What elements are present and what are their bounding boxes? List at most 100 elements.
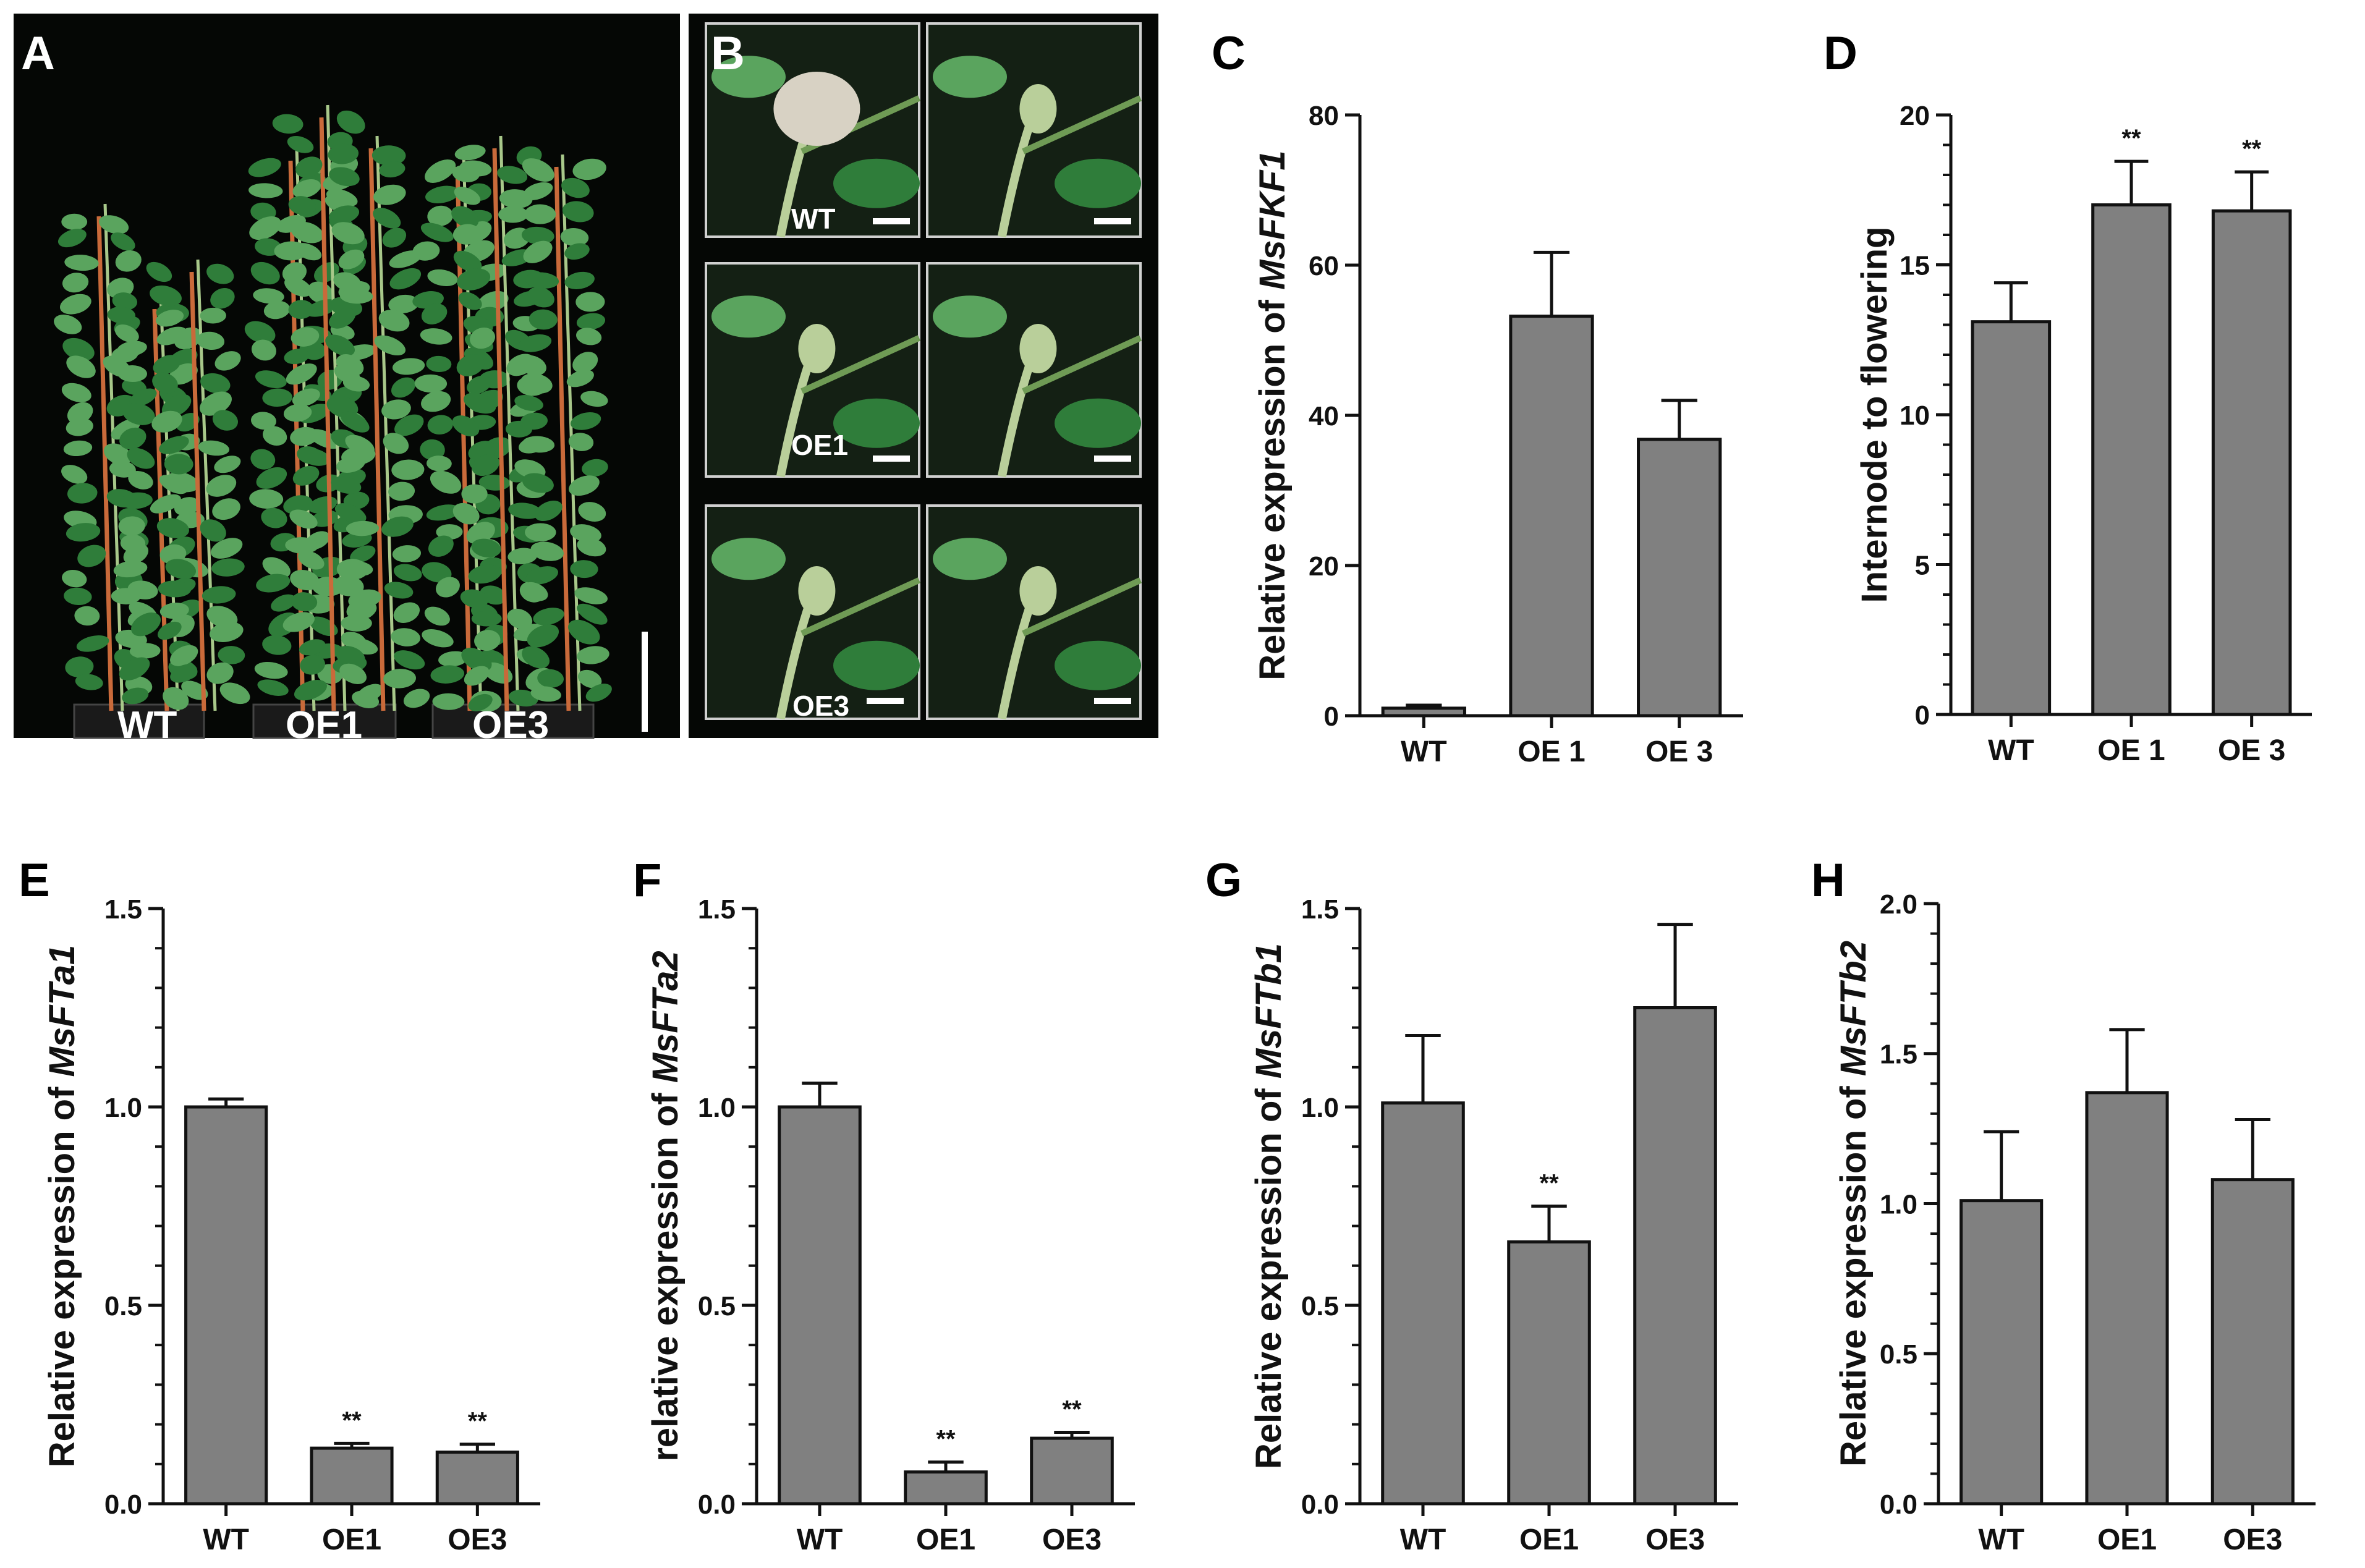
plant-leaf (384, 582, 414, 599)
plant-leaf (54, 315, 82, 334)
y-tick-label: 20 (1309, 551, 1339, 582)
bar-wt (778, 1105, 862, 1506)
plant-leaf (263, 300, 291, 320)
plant-leaf (250, 261, 280, 285)
significance-marker: ** (2242, 135, 2262, 163)
bud-leaf (711, 295, 786, 338)
plant-leaf (530, 686, 561, 702)
plant-leaf (334, 503, 367, 524)
plant-leaf (577, 669, 602, 689)
plant-leaf (294, 680, 327, 701)
plant-leaf (420, 222, 454, 242)
plant-leaf (461, 484, 488, 504)
chart-panel-f: F 0.0 0.5 1.0 1.5 WT OE1 ** OE3 ** relative expres… (633, 854, 1135, 1556)
plant-leaf (420, 439, 445, 460)
plant-leaf (508, 502, 541, 519)
plant-leaf (575, 292, 605, 312)
plant-leaf (521, 226, 554, 245)
plant-leaf (131, 612, 161, 637)
plant-leaf (62, 273, 89, 293)
plant-leaf (381, 399, 411, 420)
scale-bar (1094, 456, 1131, 462)
y-tick-label: 15 (1900, 250, 1930, 281)
plant-leaf (498, 206, 529, 223)
plant-leaf (426, 355, 452, 373)
plant-leaf (292, 388, 320, 407)
plant-leaf (328, 205, 360, 224)
plant-leaf (262, 426, 287, 446)
plant-leaf (568, 433, 594, 451)
plant-leaf (457, 268, 491, 290)
plant-leaf (537, 669, 564, 688)
bar-wt (1971, 320, 2052, 716)
plant-leaf (336, 645, 365, 667)
plant-leaf (170, 664, 197, 683)
plant-leaf (508, 689, 538, 707)
plant-leaf (328, 143, 359, 164)
plant-leaf (564, 271, 595, 289)
bud-leaf (1055, 640, 1141, 690)
y-tick-label: 1.0 (1880, 1189, 1917, 1219)
bar-oe3 (2211, 209, 2292, 716)
bud-leaf (933, 56, 1007, 98)
bud-photo-cell (705, 22, 921, 238)
plant-leaf (256, 467, 287, 489)
plant-leaf (66, 418, 93, 436)
plant-pot (252, 703, 397, 739)
plant-leaf (345, 434, 375, 456)
plant-leaf (150, 494, 181, 514)
photo-panel-b: B WT OE1 OE3 (689, 14, 1158, 738)
plant-leaf (127, 580, 158, 600)
plant-leaf (127, 447, 155, 469)
bar-wt (1381, 706, 1466, 718)
y-tick-label: 10 (1900, 400, 1930, 431)
plant-leaf (412, 241, 440, 261)
y-tick-label: 0 (1324, 701, 1339, 732)
plant-leaf (214, 456, 241, 473)
plant-leaf (458, 292, 482, 310)
plant-leaf (272, 114, 304, 134)
plant-leaf (507, 548, 538, 565)
chart-panel-c: C 0 20 40 60 80 WT OE 1 OE 3 Relative expression … (1212, 27, 1743, 768)
plant-leaf (470, 327, 496, 349)
y-tick-label: 80 (1309, 101, 1339, 131)
x-tick-label: WT (203, 1524, 249, 1556)
plant-leaf (286, 363, 317, 385)
plant-leaf (460, 589, 488, 608)
plant-leaf (298, 550, 325, 570)
plant-leaf (299, 639, 326, 656)
bar-oe1 (1507, 1240, 1591, 1506)
plant-leaf (477, 290, 509, 312)
significance-marker: ** (342, 1407, 362, 1434)
plant-leaf (61, 213, 88, 231)
plant-leaf (206, 662, 234, 684)
flower (773, 72, 860, 146)
plant-leaf (572, 352, 598, 373)
bud (1019, 324, 1057, 373)
plant-leaf (120, 492, 153, 509)
plant-leaf (342, 376, 370, 392)
plant-leaf (271, 594, 296, 612)
plant-leaf (59, 294, 91, 315)
plant-leaf (256, 574, 291, 593)
plant-leaf (115, 250, 142, 272)
plant-leaf (577, 646, 609, 664)
plant-leaf (283, 404, 312, 422)
x-tick-label: WT (1400, 1524, 1446, 1556)
plant-leaf (111, 232, 135, 251)
plant-leaf (373, 184, 406, 205)
plant-leaf (454, 145, 486, 161)
plant-leaf (420, 328, 452, 345)
bar-oe3 (435, 1451, 519, 1506)
plant-leaf (261, 507, 287, 528)
plant-leaf (388, 481, 415, 501)
plant-leaf (425, 159, 456, 183)
plant-leaf (196, 331, 225, 350)
plant-leaf (471, 538, 501, 557)
plant-leaf (76, 635, 109, 652)
plant-leaf (250, 449, 276, 470)
panel-letter: G (1205, 854, 1242, 907)
plant-leaf (352, 690, 380, 708)
plant-leaf (525, 523, 556, 542)
